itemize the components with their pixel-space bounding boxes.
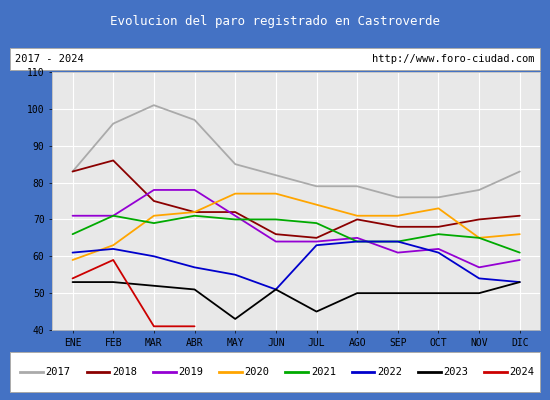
Text: 2023: 2023: [443, 367, 469, 377]
Text: 2021: 2021: [311, 367, 336, 377]
Text: 2020: 2020: [245, 367, 270, 377]
Text: 2017 - 2024: 2017 - 2024: [15, 54, 84, 64]
Text: 2017: 2017: [46, 367, 71, 377]
Text: 2024: 2024: [510, 367, 535, 377]
Text: http://www.foro-ciudad.com: http://www.foro-ciudad.com: [372, 54, 535, 64]
Text: 2019: 2019: [178, 367, 204, 377]
Text: 2018: 2018: [112, 367, 137, 377]
Text: 2022: 2022: [377, 367, 402, 377]
Text: Evolucion del paro registrado en Castroverde: Evolucion del paro registrado en Castrov…: [110, 14, 440, 28]
